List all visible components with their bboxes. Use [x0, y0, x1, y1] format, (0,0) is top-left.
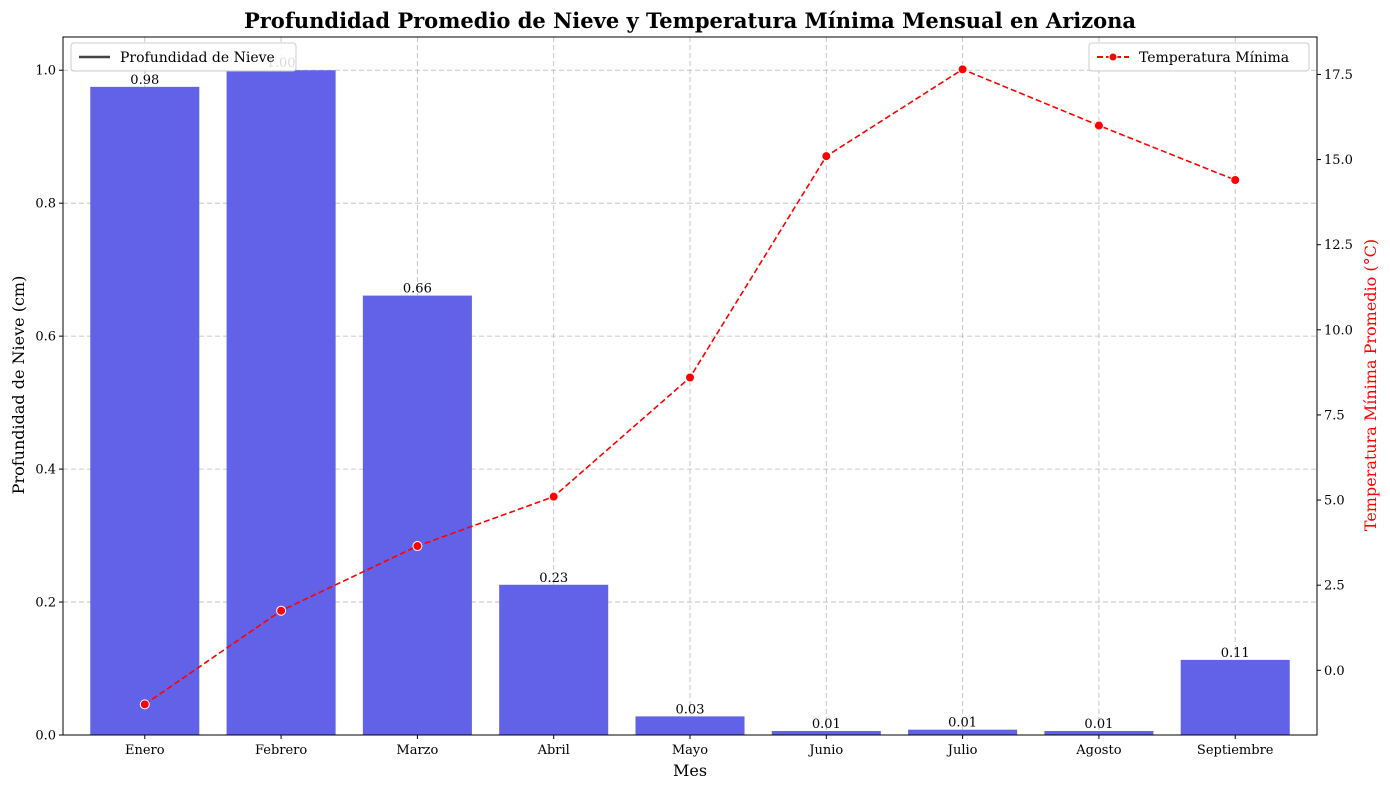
x-tick-label: Septiembre [1197, 743, 1274, 758]
temperature-point [821, 151, 832, 162]
bar-value-label: 0.66 [403, 282, 432, 297]
temperature-point [957, 64, 968, 75]
legend-left-label: Profundidad de Nieve [120, 50, 275, 66]
temperature-point [548, 491, 559, 502]
legend-left: Profundidad de Nieve [70, 42, 297, 72]
chart-title: Profundidad Promedio de Nieve y Temperat… [244, 8, 1136, 33]
x-axis-ticks: Enero Febrero Marzo Abril Mayo Junio Julio Agos… [125, 735, 1274, 758]
bar [226, 70, 336, 735]
y-axis-left-ticks: 0.0 0.2 0.4 0.6 0.8 1.0 [35, 64, 63, 744]
temperature-point [276, 605, 287, 616]
line-series [139, 64, 1241, 710]
temperature-point [1230, 175, 1241, 186]
y-right-tick-label: 7.5 [1324, 408, 1345, 423]
bar [635, 716, 745, 735]
bar [362, 295, 472, 735]
y-right-tick-label: 0.0 [1324, 664, 1345, 679]
y-left-tick-label: 0.8 [35, 197, 56, 212]
y-right-tick-label: 10.0 [1324, 323, 1353, 338]
x-tick-label: Marzo [396, 743, 438, 758]
y-left-tick-label: 1.0 [35, 64, 56, 79]
bar-value-label: 0.11 [1221, 646, 1250, 661]
temperature-point [685, 372, 695, 383]
y-right-tick-label: 12.5 [1324, 238, 1353, 253]
y-axis-left-title: Profundidad de Nieve (cm) [9, 276, 28, 495]
y-right-tick-label: 17.5 [1324, 68, 1353, 83]
x-tick-label: Febrero [255, 743, 307, 758]
x-tick-label: Julio [946, 743, 978, 758]
y-axis-right-ticks: 0.0 2.5 5.0 7.5 10.0 12.5 15.0 17.5 [1317, 68, 1353, 679]
y-left-tick-label: 0.2 [35, 596, 56, 611]
bar-value-label: 0.01 [948, 716, 977, 731]
y-left-tick-label: 0.6 [35, 330, 56, 345]
temperature-point [1093, 120, 1104, 131]
x-tick-label: Enero [125, 743, 165, 758]
bar-value-label: 0.01 [1084, 717, 1113, 732]
bar [771, 731, 881, 735]
bar-value-label: 0.98 [130, 73, 159, 88]
bar [908, 729, 1018, 735]
y-axis-right-title: Temperatura Mínima Promedio (°C) [1361, 239, 1380, 531]
legend-right-label: Temperatura Mínima [1139, 50, 1289, 66]
x-tick-label: Junio [807, 743, 843, 758]
x-tick-label: Abril [537, 743, 570, 758]
bar-value-label: 0.23 [539, 571, 568, 586]
legend-right-marker [1108, 52, 1118, 62]
bar-value-label: 0.01 [812, 717, 841, 732]
y-right-tick-label: 15.0 [1324, 153, 1353, 168]
y-left-tick-label: 0.4 [35, 463, 56, 478]
y-right-tick-label: 5.0 [1324, 494, 1345, 509]
bar [90, 86, 200, 736]
x-tick-label: Mayo [672, 743, 708, 758]
bar-value-label: 0.03 [676, 702, 705, 717]
bar [1044, 731, 1154, 735]
legend-right-box [1088, 42, 1310, 72]
legend-right: Temperatura Mínima [1088, 42, 1310, 72]
bar [1180, 659, 1290, 735]
x-tick-label: Agosto [1075, 743, 1121, 758]
y-right-tick-label: 2.5 [1324, 579, 1345, 594]
bar [499, 584, 609, 735]
y-left-tick-label: 0.0 [35, 729, 56, 744]
legend-left-box [70, 42, 297, 72]
bar-series [90, 70, 1290, 736]
temperature-point [412, 541, 423, 552]
temperature-point [139, 699, 150, 710]
x-axis-title: Mes [673, 761, 707, 780]
